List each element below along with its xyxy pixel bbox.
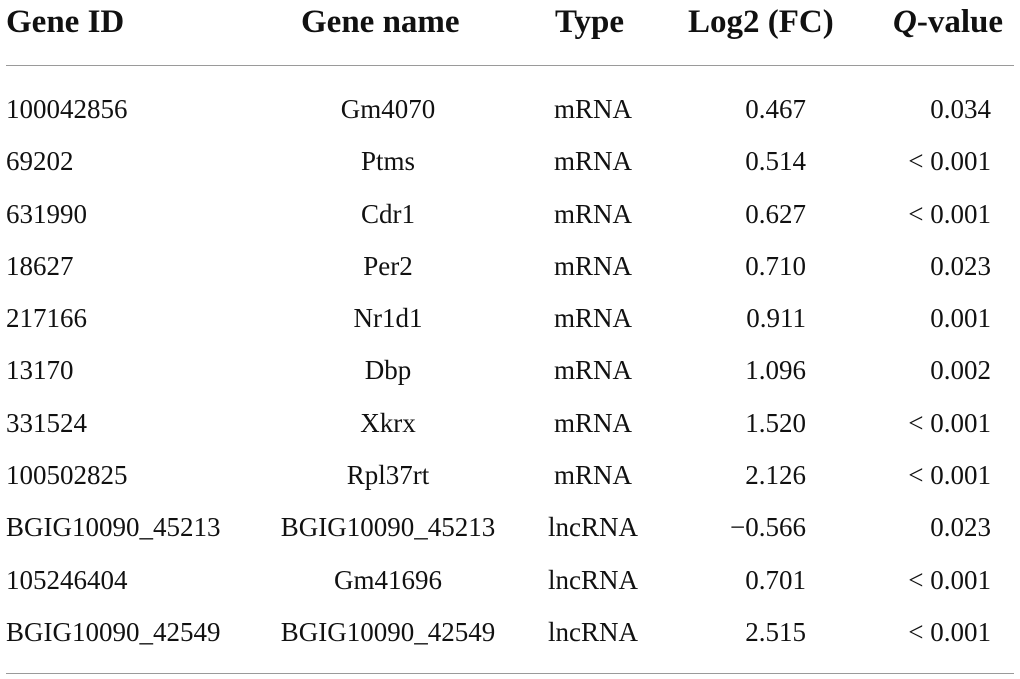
cell-qvalue: 0.002 bbox=[930, 355, 991, 386]
cell-log2fc: 0.514 bbox=[745, 146, 806, 177]
table-row: 69202 Ptms mRNA 0.514 < 0.001 bbox=[0, 136, 1020, 188]
header-qvalue-rest: -value bbox=[916, 4, 1004, 40]
cell-type: mRNA bbox=[553, 250, 632, 281]
cell-log2fc: 2.515 bbox=[745, 616, 806, 647]
cell-gene-id: 100502825 bbox=[6, 460, 128, 491]
table-header: Gene ID Gene name Type Log2 (FC) Q-value bbox=[0, 0, 1020, 44]
table-row: 217166 Nr1d1 mRNA 0.911 0.001 bbox=[0, 293, 1020, 345]
cell-qvalue: 0.023 bbox=[930, 512, 991, 543]
table-row: 13170 Dbp mRNA 1.096 0.002 bbox=[0, 345, 1020, 397]
bottom-rule bbox=[6, 673, 1014, 674]
cell-type: mRNA bbox=[553, 303, 632, 334]
header-gene-id: Gene ID bbox=[6, 4, 125, 40]
cell-log2fc: 0.710 bbox=[745, 250, 806, 281]
cell-qvalue: < 0.001 bbox=[908, 407, 991, 438]
cell-log2fc: 0.701 bbox=[745, 564, 806, 595]
cell-qvalue: 0.001 bbox=[930, 303, 991, 334]
header-type: Type bbox=[555, 4, 625, 40]
cell-log2fc: 0.467 bbox=[745, 94, 806, 124]
table-body: 100042856 Gm4070 mRNA 0.467 0.034 69202 Ptms mR… bbox=[0, 84, 1020, 659]
cell-log2fc: 0.627 bbox=[745, 198, 806, 229]
cell-gene-id: 331524 bbox=[6, 407, 87, 438]
header-rule bbox=[6, 65, 1014, 66]
cell-gene-name: Dbp bbox=[364, 355, 412, 386]
cell-gene-id: 100042856 bbox=[6, 94, 128, 124]
cell-gene-id: 69202 bbox=[6, 146, 74, 177]
cell-gene-name: Gm4070 bbox=[340, 94, 436, 124]
table-row: 105246404 Gm41696 lncRNA 0.701 < 0.001 bbox=[0, 555, 1020, 607]
cell-gene-name: BGIG10090_45213 bbox=[280, 512, 496, 543]
cell-gene-id: BGIG10090_45213 bbox=[6, 512, 221, 543]
table-row: 100042856 Gm4070 mRNA 0.467 0.034 bbox=[0, 84, 1020, 136]
table-row: 18627 Per2 mRNA 0.710 0.023 bbox=[0, 241, 1020, 293]
table-row: BGIG10090_45213 BGIG10090_45213 lncRNA −0.5… bbox=[0, 502, 1020, 554]
cell-qvalue: 0.034 bbox=[930, 94, 991, 124]
cell-type: mRNA bbox=[553, 460, 632, 491]
cell-gene-id: BGIG10090_42549 bbox=[6, 616, 221, 647]
cell-gene-name: Nr1d1 bbox=[353, 303, 423, 334]
cell-type: mRNA bbox=[553, 355, 632, 386]
cell-gene-id: 18627 bbox=[6, 250, 74, 281]
table-row: 631990 Cdr1 mRNA 0.627 < 0.001 bbox=[0, 189, 1020, 241]
cell-gene-name: Rpl37rt bbox=[346, 460, 430, 491]
cell-type: lncRNA bbox=[548, 616, 638, 647]
cell-log2fc: 0.911 bbox=[746, 303, 806, 334]
cell-qvalue: < 0.001 bbox=[908, 616, 991, 647]
cell-log2fc: −0.566 bbox=[730, 512, 806, 543]
cell-log2fc: 2.126 bbox=[745, 460, 806, 491]
cell-gene-name: Gm41696 bbox=[334, 564, 442, 595]
cell-gene-id: 631990 bbox=[6, 198, 87, 229]
cell-log2fc: 1.096 bbox=[745, 355, 806, 386]
header-log2fc: Log2 (FC) bbox=[688, 4, 834, 40]
cell-gene-id: 217166 bbox=[6, 303, 87, 334]
table-row: 100502825 Rpl37rt mRNA 2.126 < 0.001 bbox=[0, 450, 1020, 502]
cell-type: mRNA bbox=[553, 407, 632, 438]
cell-type: mRNA bbox=[553, 198, 632, 229]
cell-qvalue: 0.023 bbox=[930, 250, 991, 281]
table-row: BGIG10090_42549 BGIG10090_42549 lncRNA 2.51… bbox=[0, 607, 1020, 659]
header-gene-name: Gene name bbox=[301, 4, 460, 40]
header-qvalue-q: Q bbox=[893, 4, 917, 40]
cell-gene-name: Xkrx bbox=[360, 407, 416, 438]
cell-qvalue: < 0.001 bbox=[908, 198, 991, 229]
cell-gene-name: Per2 bbox=[363, 250, 413, 281]
cell-gene-name: Cdr1 bbox=[361, 198, 415, 229]
cell-gene-id: 105246404 bbox=[6, 564, 128, 595]
cell-gene-name: BGIG10090_42549 bbox=[280, 616, 496, 647]
cell-gene-id: 13170 bbox=[6, 355, 74, 386]
cell-qvalue: < 0.001 bbox=[908, 564, 991, 595]
cell-log2fc: 1.520 bbox=[745, 407, 806, 438]
cell-type: lncRNA bbox=[548, 564, 638, 595]
cell-qvalue: < 0.001 bbox=[908, 460, 991, 491]
cell-qvalue: < 0.001 bbox=[908, 146, 991, 177]
cell-type: lncRNA bbox=[548, 512, 638, 543]
cell-gene-name: Ptms bbox=[360, 146, 416, 177]
cell-type: mRNA bbox=[553, 146, 632, 177]
table-row: 331524 Xkrx mRNA 1.520 < 0.001 bbox=[0, 398, 1020, 450]
cell-type: mRNA bbox=[553, 94, 632, 124]
header-qvalue: Q-value bbox=[893, 0, 1003, 44]
